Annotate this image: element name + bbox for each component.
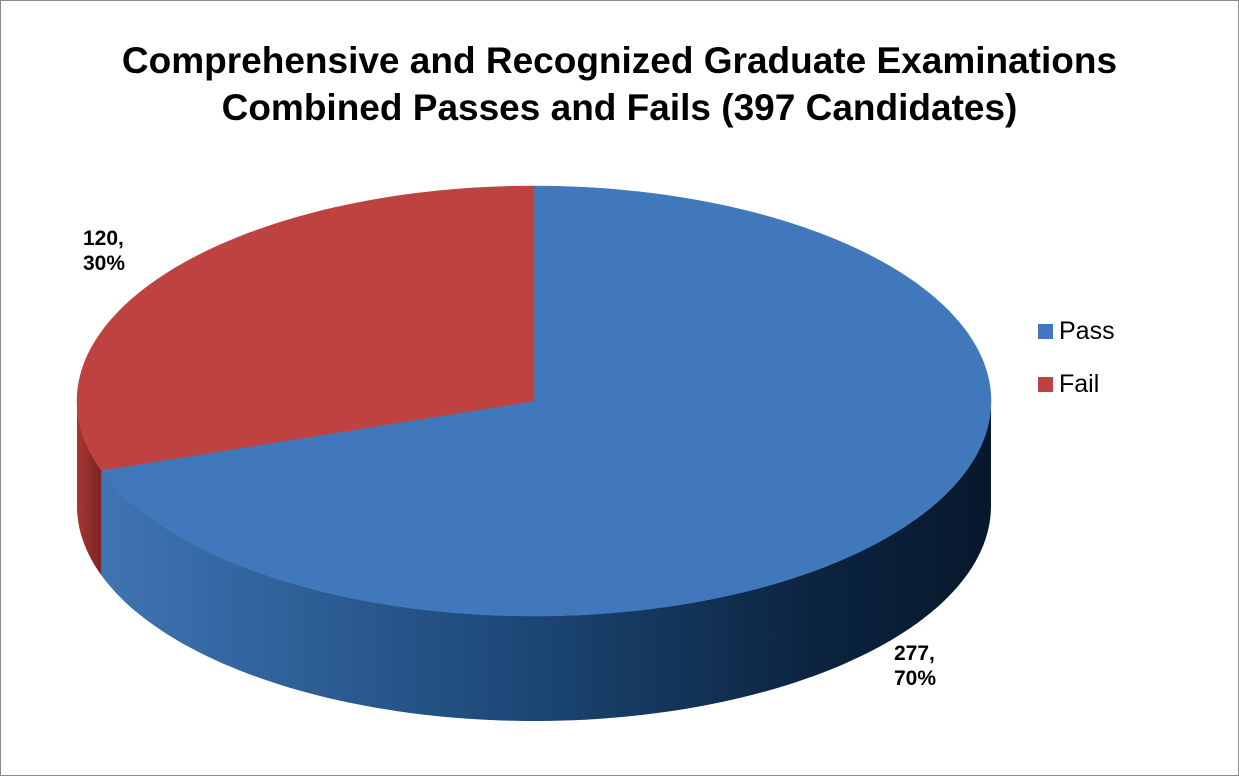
pie-slice (76, 185, 535, 576)
slice-side (77, 401, 102, 576)
legend-swatch (1038, 377, 1053, 392)
legend-entry: Pass (1038, 317, 1115, 346)
slice-top (100, 185, 992, 617)
data-label: 120, 30% (83, 227, 126, 275)
slice-side (101, 401, 991, 721)
legend-label: Fail (1059, 370, 1100, 398)
chart-title: Comprehensive and Recognized Graduate Ex… (121, 40, 1118, 128)
legend-entry: Fail (1038, 370, 1099, 399)
legend-swatch (1038, 324, 1053, 339)
pie-slice (100, 185, 992, 721)
data-label: 277, 70% (894, 642, 937, 690)
legend-label: Pass (1059, 317, 1115, 345)
slice-top (76, 185, 535, 471)
